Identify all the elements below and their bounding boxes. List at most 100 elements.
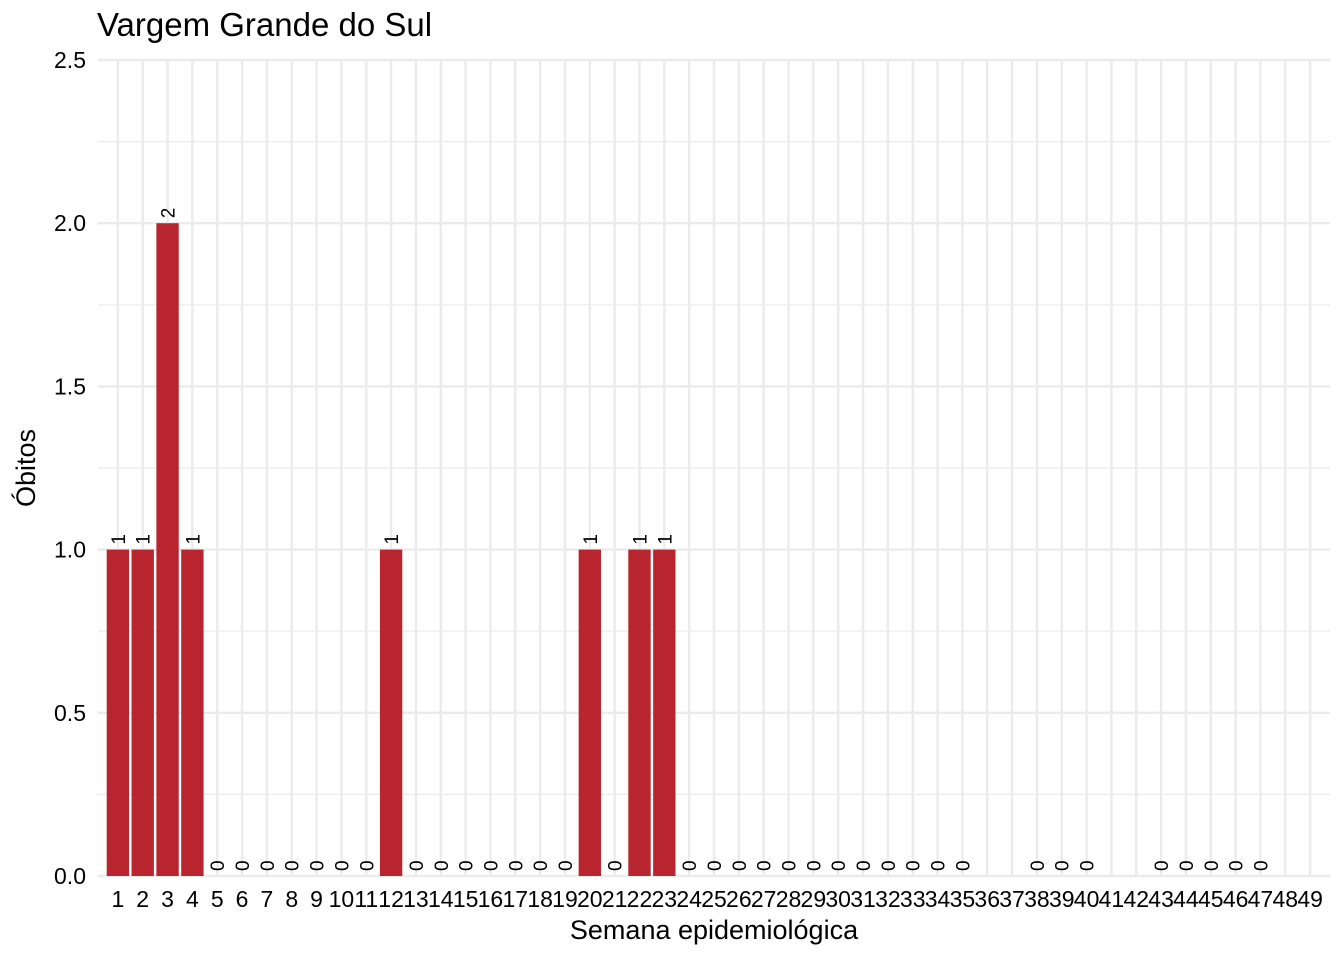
y-axis-label: Óbitos — [10, 429, 41, 507]
y-tick-label: 0.5 — [54, 700, 86, 726]
x-tick-label: 1 — [111, 886, 124, 912]
x-tick-label: 32 — [875, 886, 901, 912]
x-tick-label: 30 — [825, 886, 851, 912]
bar-value-label: 0 — [929, 860, 950, 871]
x-tick-label: 29 — [801, 886, 827, 912]
x-tick-label: 38 — [1024, 886, 1050, 912]
bar-value-label: 0 — [531, 860, 552, 871]
x-axis-label: Semana epidemiológica — [570, 915, 859, 945]
x-tick-label: 13 — [403, 886, 429, 912]
x-tick-label: 49 — [1297, 886, 1323, 912]
bar-value-label: 0 — [904, 860, 925, 871]
bar-value-label: 0 — [1053, 860, 1074, 871]
x-tick-label: 16 — [478, 886, 504, 912]
x-tick-label: 35 — [950, 886, 976, 912]
bar-value-label: 0 — [804, 860, 825, 871]
bar-value-label: 0 — [879, 860, 900, 871]
x-tick-label: 9 — [310, 886, 323, 912]
y-axis-ticks: 0.0 0.5 1.0 1.5 2.0 2.5 — [54, 47, 86, 889]
x-tick-label: 12 — [378, 886, 404, 912]
grid-lines — [98, 58, 1330, 878]
bar-value-label: 0 — [1078, 860, 1099, 871]
bar — [181, 549, 204, 876]
bar-value-label: 0 — [705, 860, 726, 871]
bar-value-label: 1 — [109, 534, 130, 545]
x-axis-ticks: 1 2 3 4 5 6 7 8 9 10 11 12 13 14 15 16 17 18 19 20 21 22 23 24 2… — [111, 886, 1322, 912]
bar-value-label: 0 — [407, 860, 428, 871]
bar-value-label: 0 — [1202, 860, 1223, 871]
x-tick-label: 42 — [1123, 886, 1149, 912]
bar-value-label: 1 — [183, 534, 204, 545]
x-tick-label: 11 — [354, 886, 378, 912]
bar-value-label: 0 — [953, 860, 974, 871]
bar — [653, 549, 676, 876]
x-tick-label: 17 — [502, 886, 528, 912]
chart-title: Vargem Grande do Sul — [97, 6, 433, 43]
bar-value-label: 0 — [680, 860, 701, 871]
x-tick-label: 21 — [602, 886, 628, 912]
bar-value-label: 0 — [283, 860, 304, 871]
y-tick-label: 1.5 — [54, 373, 86, 399]
bar-value-label: 0 — [755, 860, 776, 871]
bar — [628, 549, 651, 876]
y-tick-label: 1.0 — [54, 537, 86, 563]
bar-value-label: 0 — [829, 860, 850, 871]
x-tick-label: 24 — [676, 886, 702, 912]
x-tick-label: 23 — [652, 886, 678, 912]
bar-value-label: 0 — [780, 860, 801, 871]
bar — [578, 549, 601, 876]
x-tick-label: 5 — [211, 886, 224, 912]
x-tick-label: 44 — [1173, 886, 1199, 912]
x-tick-label: 28 — [776, 886, 802, 912]
bar-value-label: 1 — [382, 534, 403, 545]
x-tick-label: 3 — [161, 886, 174, 912]
bar-value-label: 0 — [1028, 860, 1049, 871]
x-tick-label: 4 — [186, 886, 199, 912]
bar-value-label: 0 — [233, 860, 254, 871]
bar-value-label: 2 — [159, 208, 180, 219]
bar-value-label: 0 — [481, 860, 502, 871]
bar-value-label: 0 — [1251, 860, 1272, 871]
x-tick-label: 10 — [329, 886, 355, 912]
x-tick-label: 20 — [577, 886, 603, 912]
y-tick-label: 2.5 — [54, 47, 86, 73]
x-tick-label: 36 — [974, 886, 1000, 912]
x-tick-label: 40 — [1074, 886, 1100, 912]
x-tick-label: 27 — [751, 886, 777, 912]
bar-value-label: 0 — [556, 860, 577, 871]
x-tick-label: 41 — [1099, 886, 1125, 912]
bar-value-label: 0 — [730, 860, 751, 871]
bar-value-label: 1 — [134, 534, 155, 545]
x-tick-label: 8 — [285, 886, 298, 912]
x-tick-label: 14 — [428, 886, 454, 912]
bar — [379, 549, 403, 876]
x-tick-label: 26 — [726, 886, 752, 912]
x-tick-label: 6 — [236, 886, 249, 912]
bar-value-label: 0 — [357, 860, 378, 871]
bar-value-label: 0 — [606, 860, 627, 871]
bar-value-label: 1 — [630, 534, 651, 545]
x-tick-label: 31 — [850, 886, 876, 912]
bar-value-label: 0 — [457, 860, 478, 871]
bar-value-label: 1 — [581, 534, 602, 545]
bar-value-label: 0 — [432, 860, 453, 871]
bar-value-label: 0 — [854, 860, 875, 871]
x-tick-label: 2 — [136, 886, 149, 912]
bar-value-label: 0 — [1152, 860, 1173, 871]
x-tick-label: 39 — [1049, 886, 1075, 912]
bars — [106, 223, 676, 876]
x-tick-label: 43 — [1148, 886, 1174, 912]
x-tick-label: 15 — [453, 886, 479, 912]
x-tick-label: 45 — [1198, 886, 1224, 912]
x-tick-label: 22 — [627, 886, 653, 912]
bar-value-label: 0 — [208, 860, 229, 871]
x-tick-label: 37 — [999, 886, 1025, 912]
x-tick-label: 33 — [900, 886, 926, 912]
y-tick-label: 2.0 — [54, 210, 86, 236]
x-tick-label: 47 — [1248, 886, 1274, 912]
bar-value-label: 0 — [332, 860, 353, 871]
x-tick-label: 25 — [701, 886, 727, 912]
x-tick-label: 19 — [552, 886, 578, 912]
